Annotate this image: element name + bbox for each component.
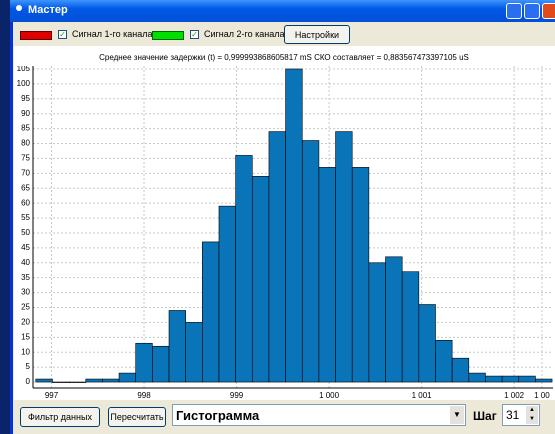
mode-combobox[interactable]: Гистограмма ▼ (172, 404, 466, 426)
bar (185, 322, 203, 383)
y-tick-label: 70 (21, 168, 30, 177)
y-tick-label: 80 (21, 139, 30, 148)
window-icon (16, 5, 22, 11)
bar (168, 310, 186, 383)
y-tick-label: 75 (21, 154, 30, 163)
y-tick-label: 55 (21, 213, 30, 222)
bar (368, 262, 386, 383)
bar (301, 140, 320, 383)
y-tick-label: 40 (21, 258, 30, 267)
channel2-checkbox[interactable]: ✓ (190, 30, 199, 39)
x-tick-label: 997 (45, 391, 59, 400)
x-tick-label: 1 002 (504, 391, 525, 400)
bar (235, 155, 253, 383)
channel2-color (152, 31, 184, 40)
x-tick-label: 1 00 (534, 391, 550, 400)
bar (218, 205, 236, 383)
bar (501, 375, 520, 383)
title-bar: Мастер (10, 0, 555, 22)
y-tick-label: 5 (26, 362, 31, 371)
y-tick-label: 10 (21, 347, 30, 356)
maximize-button[interactable] (524, 3, 540, 19)
y-tick-label: 95 (21, 94, 30, 103)
bar (318, 167, 336, 383)
bar (268, 131, 286, 383)
chart: Среднее значение задержки (t) = 0,999993… (14, 46, 555, 400)
minimize-button[interactable] (506, 3, 522, 19)
y-tick-label: 100 (17, 79, 31, 88)
x-tick-label: 1 000 (319, 391, 340, 400)
recalc-button[interactable]: Пересчитать (108, 407, 166, 427)
y-tick-label: 35 (21, 273, 30, 282)
bar (52, 381, 70, 383)
bar (435, 339, 453, 383)
y-tick-label: 25 (21, 303, 30, 312)
settings-button[interactable]: Настройки (284, 25, 350, 44)
mode-value: Гистограмма (176, 408, 260, 423)
bar (401, 271, 420, 383)
y-tick-label: 105 (17, 64, 31, 73)
bar (202, 241, 220, 383)
bar (335, 131, 353, 383)
y-tick-label: 45 (21, 243, 30, 252)
bar (468, 372, 486, 383)
y-tick-label: 85 (21, 124, 30, 133)
bar (135, 342, 153, 383)
chart-title: Среднее значение задержки (t) = 0,999993… (99, 53, 469, 62)
bar (85, 378, 103, 383)
y-tick-label: 15 (21, 332, 30, 341)
channel1-label: Сигнал 1-го канала (72, 29, 153, 39)
x-tick-label: 998 (137, 391, 151, 400)
bar (535, 378, 553, 383)
y-tick-label: 0 (26, 377, 31, 386)
x-tick-label: 1 001 (412, 391, 433, 400)
y-tick-label: 90 (21, 109, 30, 118)
step-label: Шаг (473, 409, 497, 423)
y-tick-label: 60 (21, 198, 30, 207)
bar (451, 357, 470, 383)
bar (102, 378, 120, 383)
bar (118, 372, 137, 383)
bar (518, 375, 536, 383)
y-tick-label: 65 (21, 183, 30, 192)
x-tick-label: 999 (230, 391, 244, 400)
bar (68, 381, 87, 383)
bar (251, 176, 270, 383)
bar (152, 345, 170, 383)
channel1-color (20, 31, 52, 40)
filter-button[interactable]: Фильтр данных (20, 407, 100, 427)
step-value: 31 (506, 408, 520, 422)
y-tick-label: 20 (21, 318, 30, 327)
channel1-checkbox[interactable]: ✓ (58, 30, 67, 39)
bar (418, 304, 436, 383)
step-spinner[interactable]: 31 ▲ ▼ (502, 404, 540, 426)
channel2-label: Сигнал 2-го канала (204, 29, 285, 39)
window-title: Мастер (28, 4, 68, 16)
y-tick-label: 30 (21, 288, 30, 297)
bar (285, 68, 303, 383)
y-tick-label: 50 (21, 228, 30, 237)
bar (385, 256, 403, 383)
combobox-arrow[interactable]: ▼ (450, 406, 464, 424)
spinner-arrows[interactable]: ▲ ▼ (526, 406, 538, 424)
bar (35, 378, 53, 383)
bar (351, 167, 370, 383)
bar (485, 375, 503, 383)
close-button[interactable] (542, 3, 555, 19)
